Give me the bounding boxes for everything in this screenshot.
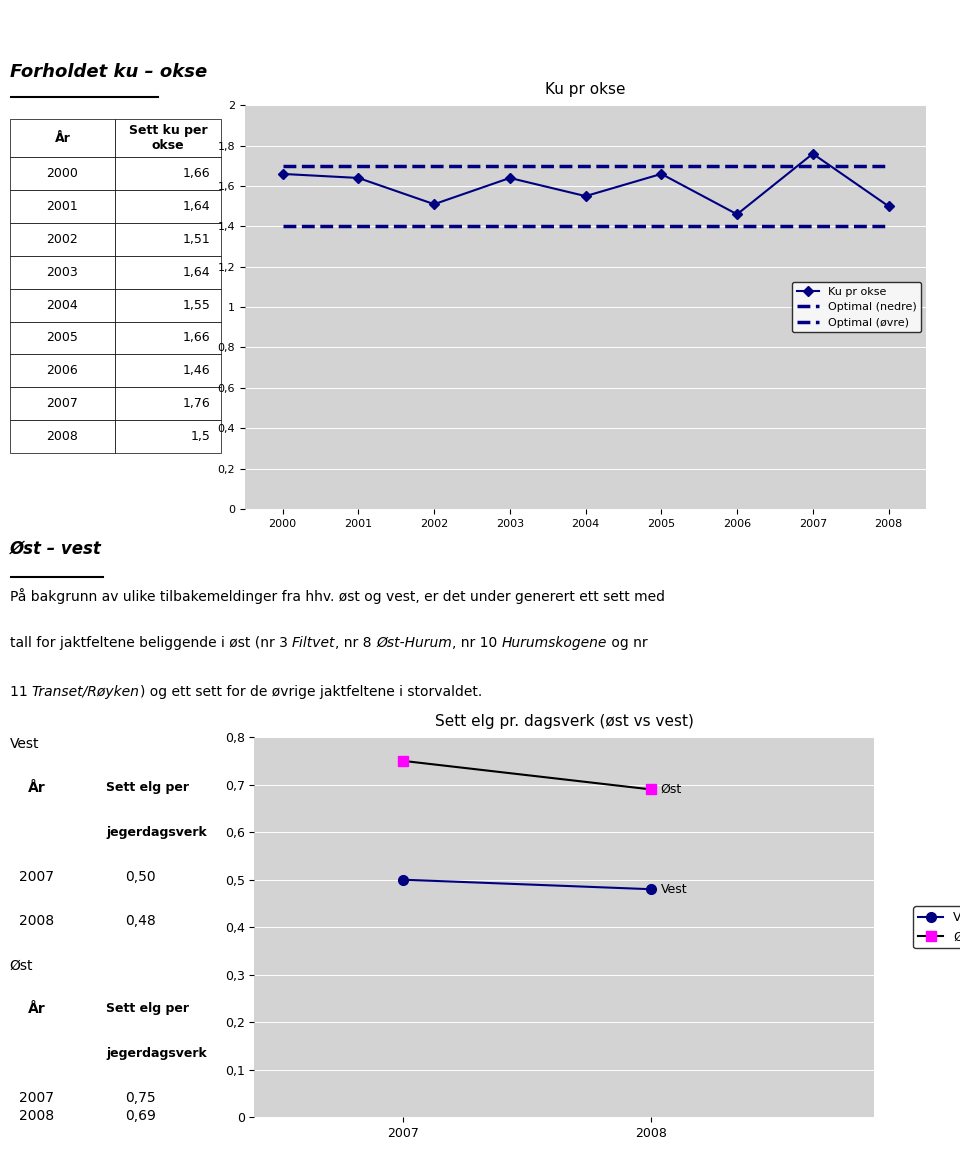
Legend: Ku pr okse, Optimal (nedre), Optimal (øvre): Ku pr okse, Optimal (nedre), Optimal (øv…	[792, 282, 921, 332]
Title: Sett elg pr. dagsverk (øst vs vest): Sett elg pr. dagsverk (øst vs vest)	[435, 714, 693, 729]
Text: Øst – vest: Øst – vest	[10, 539, 102, 558]
Text: Sett elg per: Sett elg per	[107, 1003, 189, 1016]
Text: 0,69: 0,69	[125, 1109, 156, 1123]
Text: Hurumskogene: Hurumskogene	[501, 636, 607, 651]
Text: , nr 10: , nr 10	[452, 636, 501, 651]
Title: Ku pr okse: Ku pr okse	[545, 82, 626, 97]
Text: ) og ett sett for de øvrige jaktfeltene i storvaldet.: ) og ett sett for de øvrige jaktfeltene …	[139, 684, 482, 698]
Text: og nr: og nr	[607, 636, 648, 651]
Text: På bakgrunn av ulike tilbakemeldinger fra hhv. øst og vest, er det under generer: På bakgrunn av ulike tilbakemeldinger fr…	[10, 587, 664, 604]
Text: År: År	[28, 1003, 46, 1017]
Text: Forholdet ku – okse: Forholdet ku – okse	[10, 62, 206, 81]
Text: tall for jaktfeltene beliggende i øst (nr 3: tall for jaktfeltene beliggende i øst (n…	[10, 636, 292, 651]
Legend: Vest, Øst: Vest, Øst	[913, 906, 960, 949]
Text: 2008: 2008	[19, 914, 54, 928]
Text: 2007: 2007	[19, 1090, 54, 1104]
Text: Øst: Øst	[660, 783, 682, 796]
Text: , nr 8: , nr 8	[335, 636, 376, 651]
Text: Øst-Hurum: Øst-Hurum	[376, 636, 452, 651]
Text: Transet/Røyken: Transet/Røyken	[32, 684, 139, 698]
Text: 2007: 2007	[19, 869, 54, 883]
Text: jegerdagsverk: jegerdagsverk	[107, 1047, 207, 1060]
Text: 2008: 2008	[19, 1109, 54, 1123]
Text: År: År	[28, 782, 46, 796]
Text: 0,48: 0,48	[125, 914, 156, 928]
Text: jegerdagsverk: jegerdagsverk	[107, 826, 207, 839]
Text: Filtvet: Filtvet	[292, 636, 335, 651]
Text: Vest: Vest	[660, 882, 687, 896]
Text: 0,75: 0,75	[125, 1090, 156, 1104]
Text: Øst: Øst	[10, 958, 33, 972]
Text: 11: 11	[10, 684, 32, 698]
Text: 0,50: 0,50	[125, 869, 156, 883]
Text: Sett elg per: Sett elg per	[107, 782, 189, 794]
Text: Vest: Vest	[10, 737, 39, 751]
